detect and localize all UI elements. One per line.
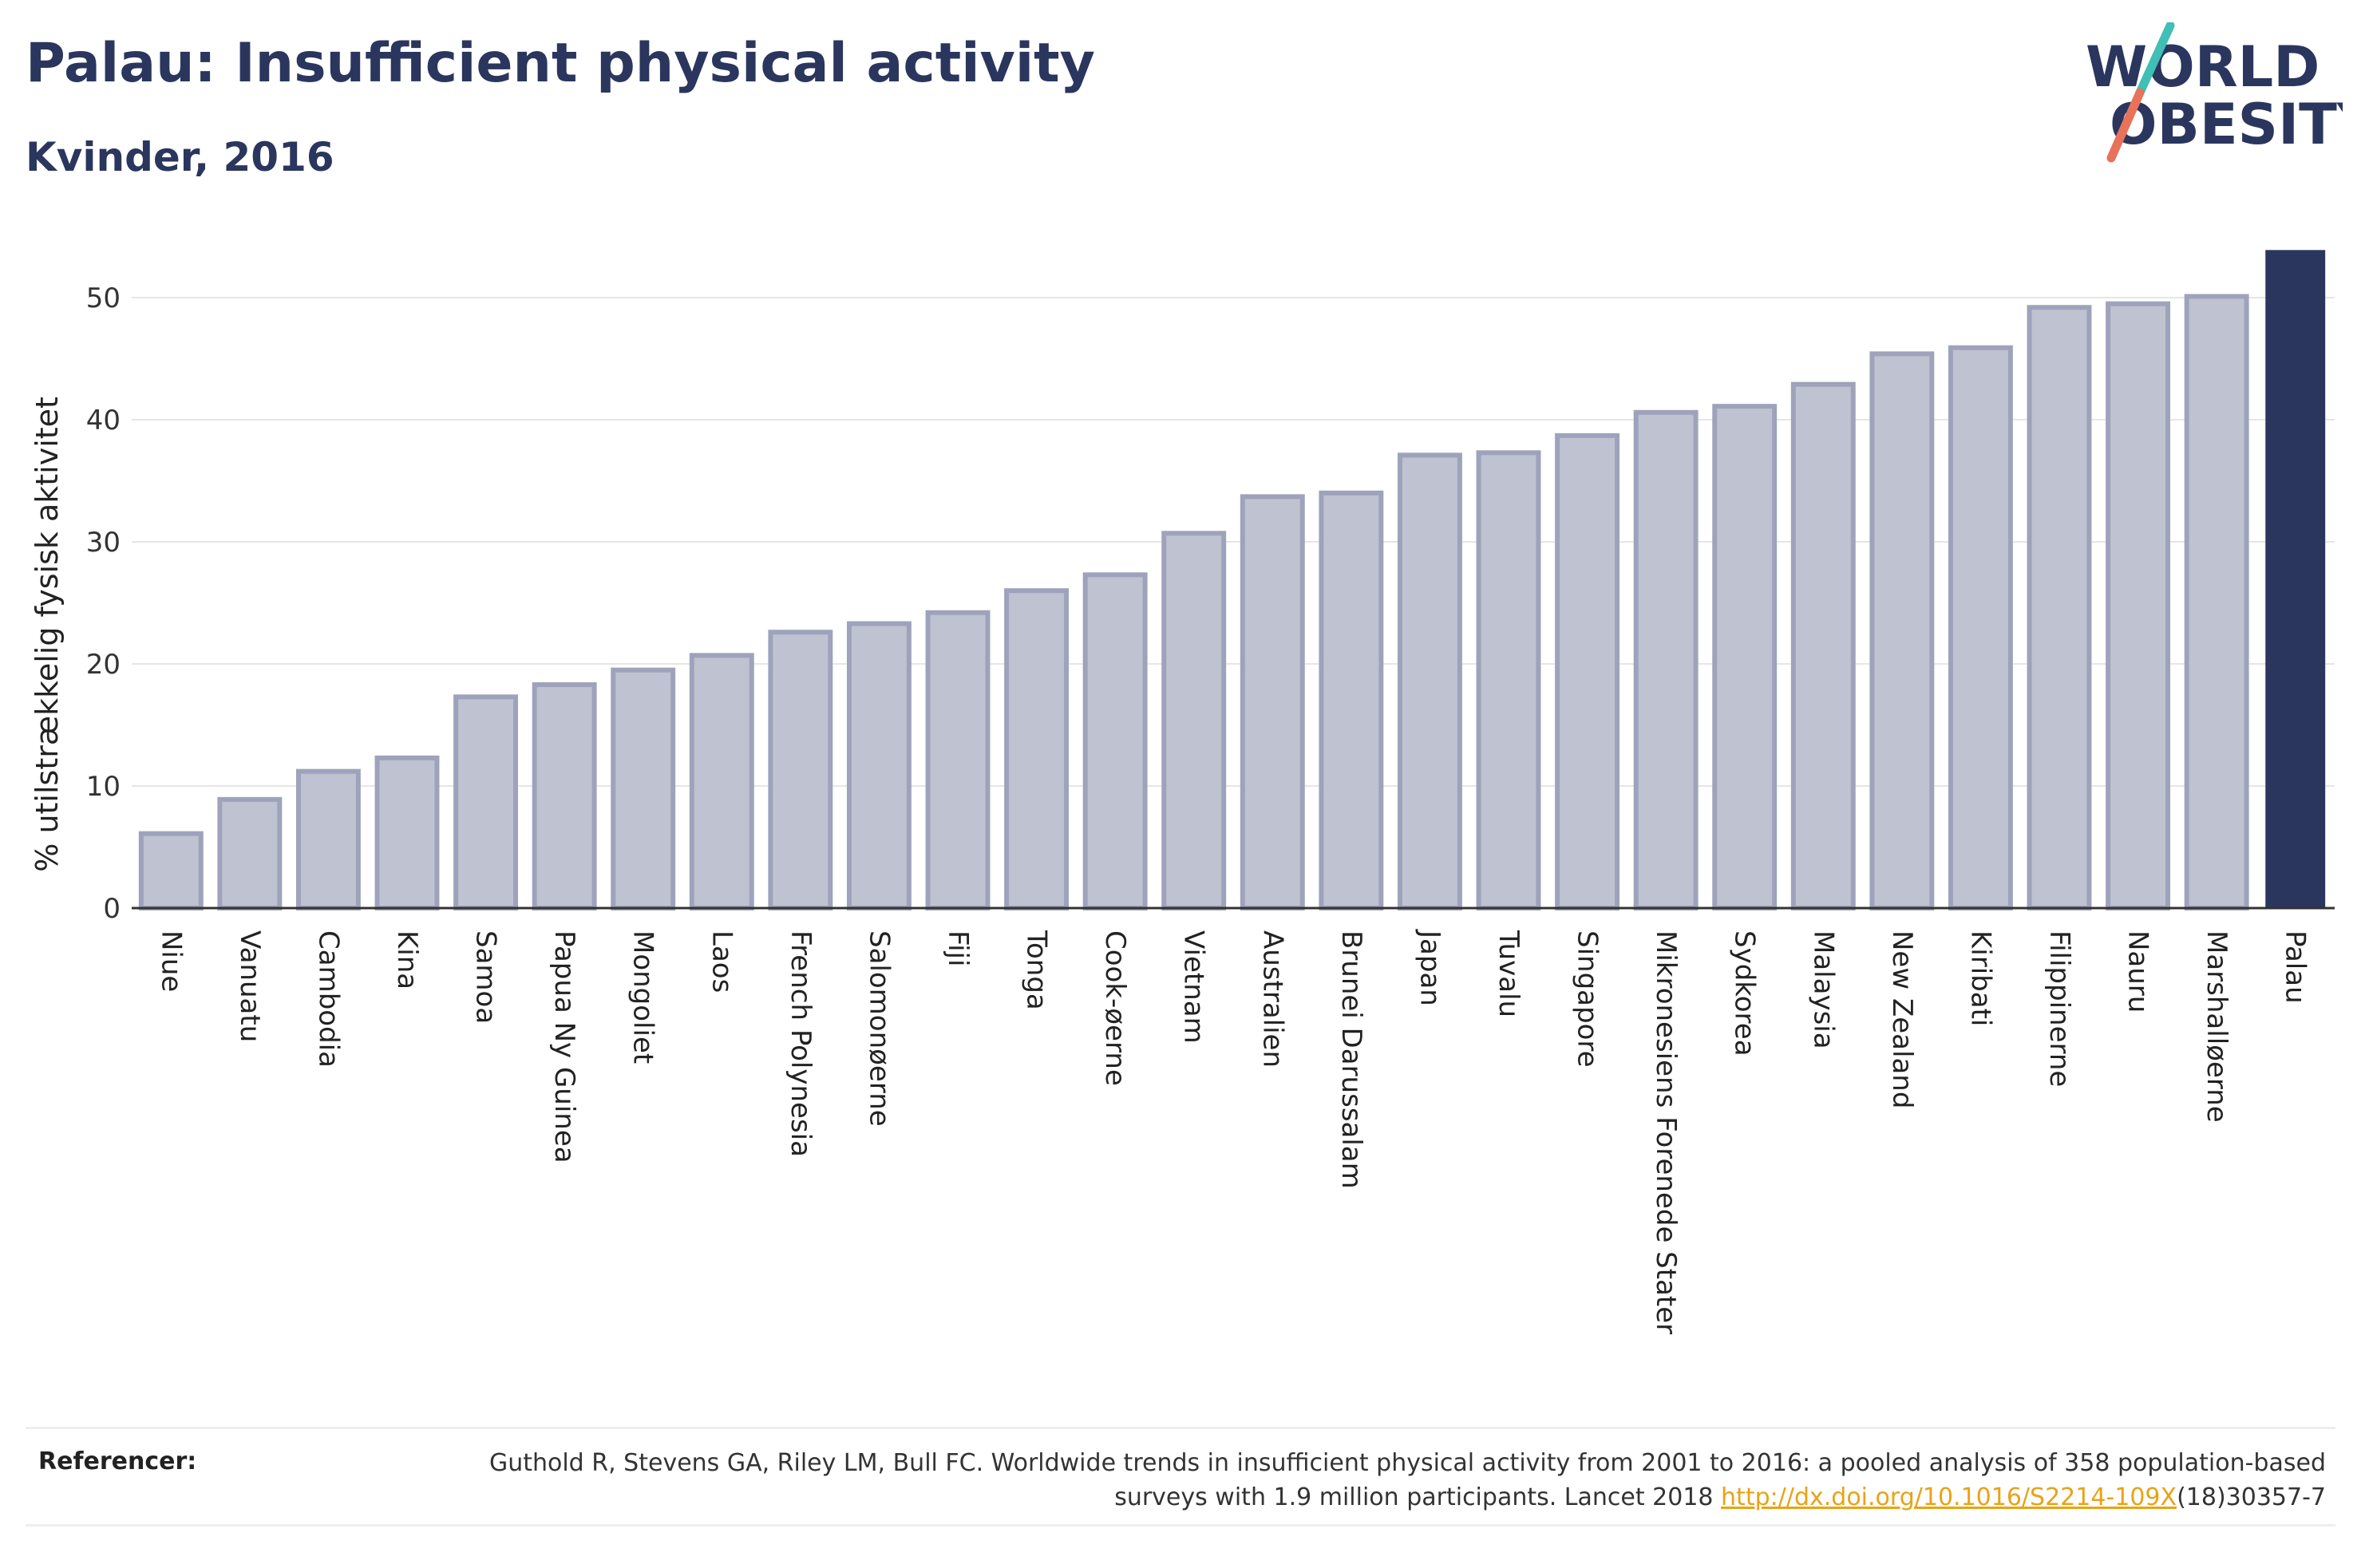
reference-doi-link[interactable]: http://dx.doi.org/10.1016/S2214-109X bbox=[1721, 1483, 2177, 1511]
bar bbox=[1790, 381, 1856, 910]
references-label: Referencer: bbox=[38, 1448, 197, 1475]
bar bbox=[295, 768, 361, 911]
logo-slash-bottom bbox=[2106, 88, 2145, 163]
bar bbox=[1555, 432, 1620, 910]
x-tick-label: Vanuatu bbox=[234, 930, 266, 1042]
bar bbox=[217, 796, 283, 911]
x-tick-labels: Niue Vanuatu Cambodia Kina Samoa Papua Ny Gui… bbox=[155, 929, 2311, 1334]
x-tick-label: Filippinerne bbox=[2043, 930, 2075, 1087]
x-tick-label: Papua Ny Guinea bbox=[548, 930, 580, 1163]
y-tick-label: 0 bbox=[103, 893, 121, 925]
bar bbox=[1397, 452, 1462, 910]
x-tick-label: Mikronesiens Forenede Stater bbox=[1650, 930, 1682, 1334]
x-tick-label: Singapore bbox=[1572, 930, 1604, 1068]
x-tick-label: Cambodia bbox=[312, 930, 344, 1068]
footer-divider-bottom bbox=[26, 1524, 2335, 1527]
bar bbox=[1476, 450, 1541, 910]
y-tick-label: 30 bbox=[86, 527, 121, 559]
bar-chart: 0 10 20 30 40 50 Niue Vanuatu Cambodia Kina Samoa… bbox=[30, 250, 2335, 1334]
bar bbox=[611, 667, 676, 911]
x-tick-label: Vietnam bbox=[1178, 930, 1210, 1044]
logo-slash-top bbox=[2135, 22, 2175, 97]
y-tick-labels: 0 10 20 30 40 50 bbox=[86, 282, 121, 925]
bar bbox=[768, 630, 833, 910]
bar bbox=[2265, 250, 2326, 909]
x-tick-label: Salomonøerne bbox=[863, 930, 895, 1127]
bar bbox=[925, 610, 991, 910]
bar bbox=[532, 682, 597, 910]
bar bbox=[138, 831, 204, 911]
logo-text-world: WORLD bbox=[2086, 34, 2319, 100]
y-tick-label: 10 bbox=[86, 771, 121, 803]
world-obesity-logo: WORLD OBESITY bbox=[2086, 22, 2343, 163]
bars bbox=[138, 250, 2326, 911]
x-tick-label: Cook-øerne bbox=[1099, 930, 1131, 1086]
x-tick-label: Laos bbox=[706, 930, 738, 993]
reference-citation: Guthold R, Stevens GA, Riley LM, Bull FC… bbox=[488, 1449, 2326, 1511]
x-tick-label: Tonga bbox=[1021, 930, 1053, 1010]
x-tick-label: Nauru bbox=[2122, 930, 2154, 1013]
x-tick-label: Marshalløerne bbox=[2201, 930, 2232, 1123]
x-tick-label: Japan bbox=[1414, 929, 1445, 1006]
x-tick-label: Tuvalu bbox=[1493, 930, 1525, 1017]
bar bbox=[689, 653, 754, 910]
x-tick-label: Sydkorea bbox=[1729, 930, 1761, 1057]
y-axis-label: % utilstrækkelig fysisk aktivitet bbox=[30, 397, 65, 872]
bar bbox=[1869, 351, 1935, 910]
bar bbox=[1240, 494, 1305, 910]
bar bbox=[2027, 305, 2092, 910]
chart-subtitle: Kvinder, 2016 bbox=[26, 134, 334, 180]
bar bbox=[453, 694, 519, 910]
y-tick-label: 40 bbox=[86, 405, 121, 436]
bar bbox=[1319, 490, 1384, 910]
x-tick-label: Kiribati bbox=[1964, 930, 1996, 1026]
x-tick-label: Kina bbox=[391, 930, 423, 989]
x-tick-label: Fiji bbox=[942, 930, 974, 966]
bar bbox=[2106, 301, 2171, 910]
y-tick-label: 50 bbox=[86, 282, 121, 314]
bar bbox=[846, 621, 912, 910]
chart-title: Palau: Insufficient physical activity bbox=[26, 32, 1095, 95]
y-tick-label: 20 bbox=[86, 649, 121, 681]
bar bbox=[374, 755, 440, 910]
reference-citation-suffix: (18)30357-7 bbox=[2177, 1483, 2326, 1511]
x-tick-label: Australien bbox=[1256, 930, 1288, 1068]
x-tick-label: Palau bbox=[2280, 930, 2312, 1004]
footer-divider-top bbox=[26, 1427, 2335, 1429]
x-tick-label: French Polynesia bbox=[785, 930, 817, 1157]
bar bbox=[1712, 404, 1778, 911]
logo-text-obesity: OBESITY bbox=[2110, 92, 2343, 157]
bar bbox=[1948, 345, 2013, 911]
x-tick-label: New Zealand bbox=[1886, 930, 1918, 1108]
references-text: Guthold R, Stevens GA, Riley LM, Bull FC… bbox=[410, 1446, 2326, 1515]
x-tick-label: Mongoliet bbox=[627, 930, 659, 1064]
x-tick-label: Malaysia bbox=[1807, 930, 1839, 1049]
x-tick-label: Samoa bbox=[470, 930, 502, 1024]
bar bbox=[1004, 588, 1070, 910]
bar bbox=[1082, 572, 1148, 910]
x-tick-label: Brunei Darussalam bbox=[1335, 930, 1367, 1189]
bar bbox=[1161, 531, 1227, 910]
bar bbox=[2184, 294, 2249, 911]
x-tick-label: Niue bbox=[155, 930, 187, 992]
bar bbox=[1633, 409, 1699, 910]
